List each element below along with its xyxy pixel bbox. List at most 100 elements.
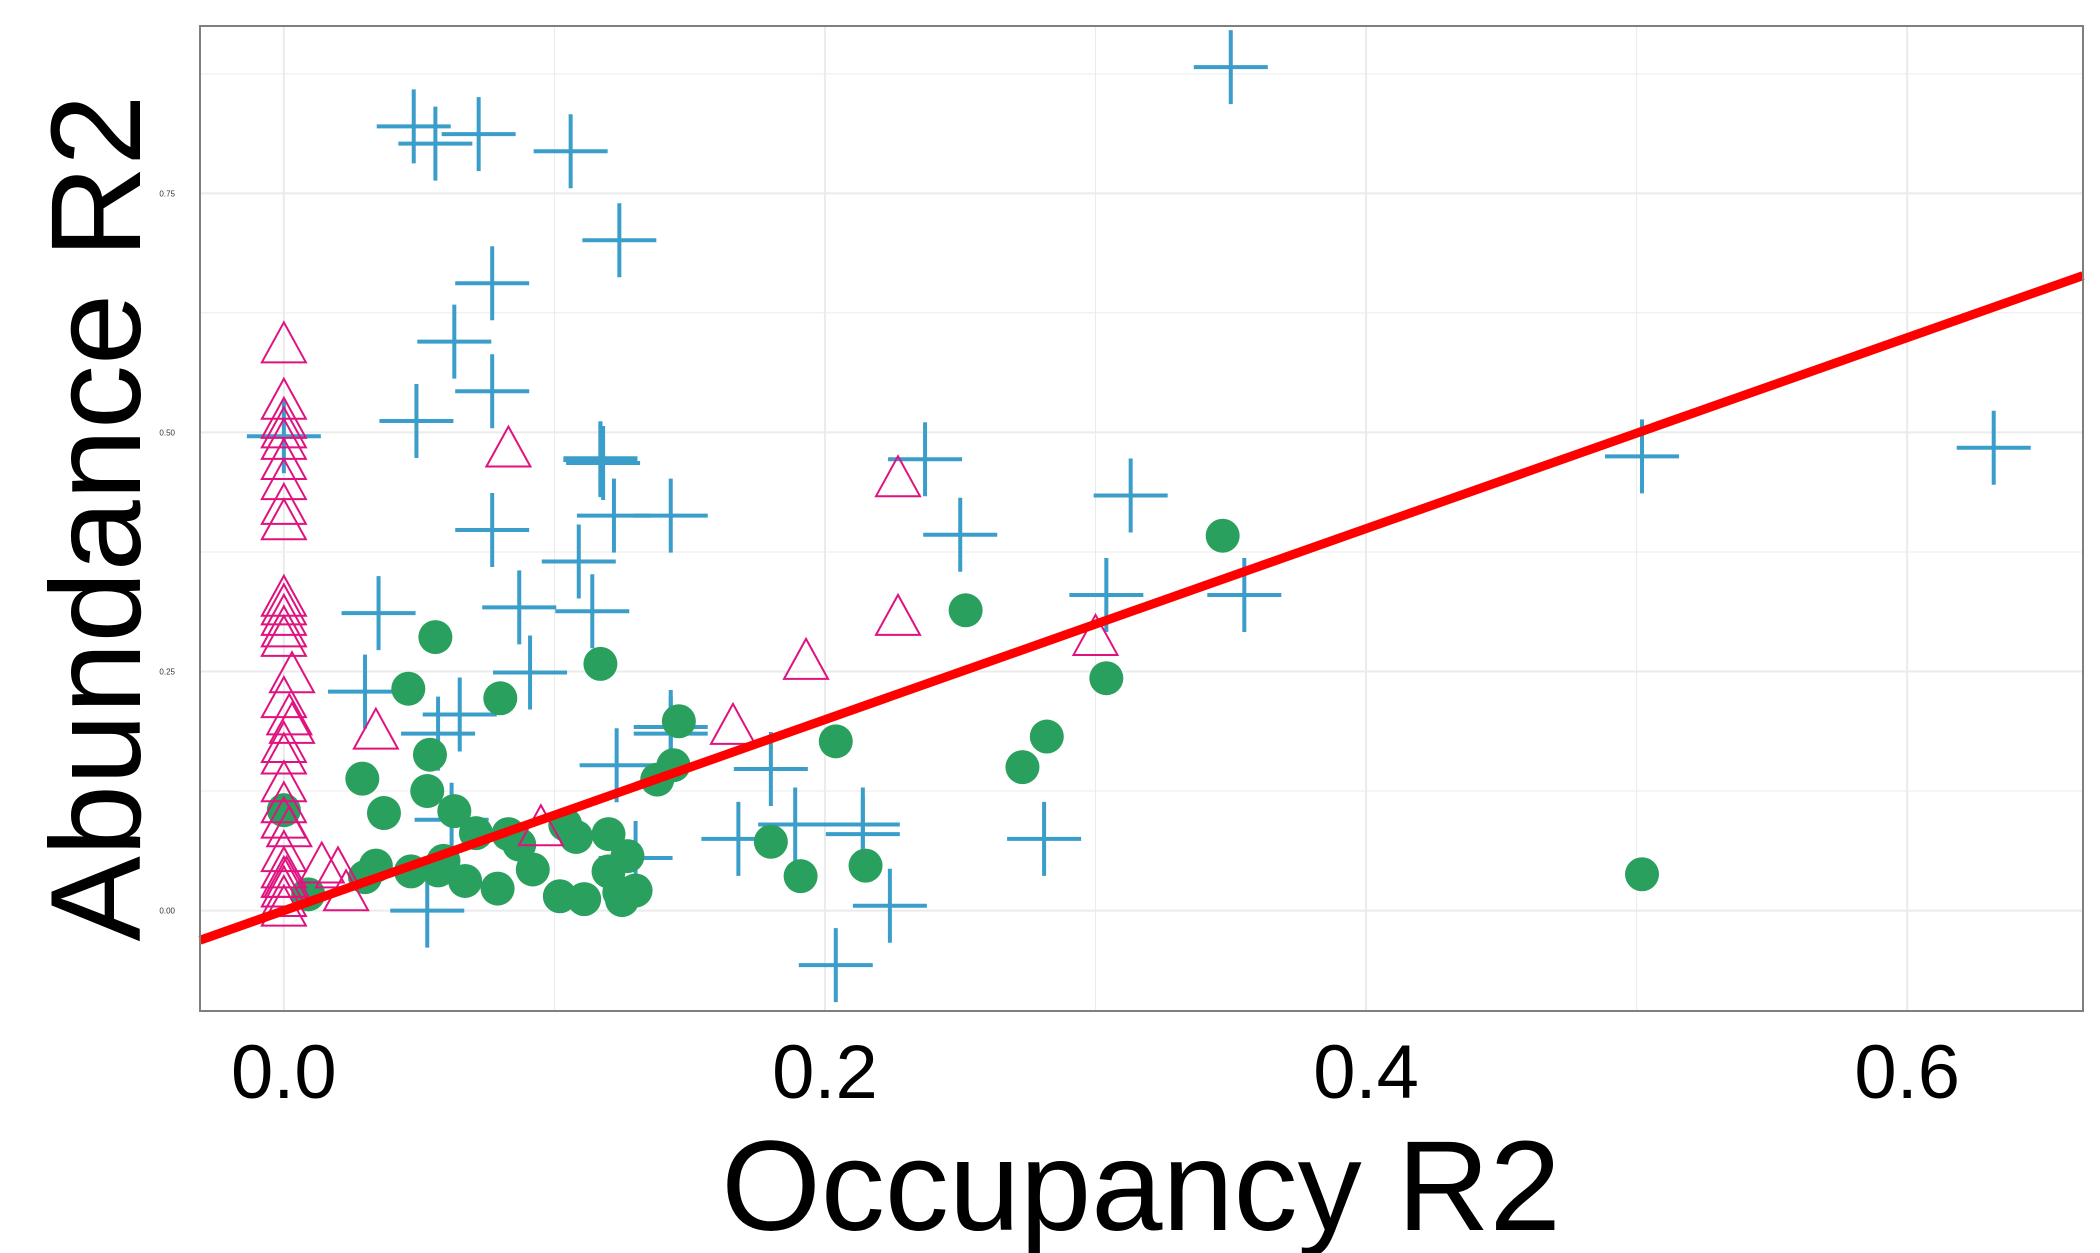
circle-point (661, 704, 696, 739)
circle-point (559, 819, 594, 854)
cross-point (733, 732, 808, 807)
y-tick-label: 0.75 (159, 189, 175, 198)
triangle-point (484, 424, 533, 468)
circle-point (1029, 719, 1064, 754)
triangle-point (709, 701, 757, 745)
triangle-point (260, 436, 308, 480)
triangle-point (260, 829, 308, 873)
circle-point (848, 848, 883, 883)
cross-point (328, 654, 403, 729)
triangle-point (260, 780, 308, 824)
x-tick-label: 0.2 (772, 1030, 878, 1115)
circle-point (583, 646, 618, 681)
triangle-point (298, 840, 346, 884)
triangle-point (874, 592, 922, 636)
circle-point (410, 774, 445, 809)
circle-point (948, 593, 983, 628)
y-tick-label: 0.25 (159, 668, 175, 677)
x-tick-label: 0.4 (1313, 1030, 1419, 1115)
cross-point (376, 89, 451, 164)
triangle-point (352, 706, 400, 750)
y-tick-label: 0.50 (159, 428, 175, 437)
cross-point (758, 787, 833, 862)
circle-point (483, 681, 518, 716)
circle-point (391, 671, 426, 706)
cross-point (555, 574, 630, 649)
cross-point (1193, 30, 1268, 105)
triangle-point (260, 497, 308, 541)
cross-point (441, 97, 516, 172)
x-tick-label: 0.0 (231, 1030, 337, 1115)
cross-point (1007, 801, 1082, 876)
data-points (246, 30, 2031, 1003)
circle-point (515, 852, 550, 887)
circle-point (1005, 750, 1040, 785)
cross-point (422, 677, 497, 752)
circle-point (1089, 661, 1124, 696)
triangle-point (260, 481, 308, 525)
y-tick-labels: 0.00 0.25 0.50 0.75 (159, 189, 175, 915)
circle-point (605, 883, 640, 918)
triangle-point (262, 854, 311, 898)
cross-point (455, 246, 530, 321)
triangle-point (260, 592, 308, 636)
cross-point (1093, 458, 1168, 533)
triangle-point (1071, 612, 1120, 656)
cross-point (563, 423, 638, 498)
circle-point (1625, 857, 1660, 892)
triangle-point (260, 320, 308, 364)
circle-point (366, 796, 401, 831)
triangle-point (265, 692, 313, 736)
triangle-point (260, 405, 308, 449)
circle-point (437, 794, 472, 829)
cross-point (852, 868, 927, 943)
y-tick-label: 0.00 (159, 907, 175, 916)
cross-point (398, 106, 473, 181)
cross-point (455, 354, 530, 429)
cross-point (566, 426, 641, 501)
cross-point (417, 304, 492, 379)
triangle-point (260, 759, 308, 803)
cross-point (923, 497, 998, 572)
cross-point (379, 383, 454, 458)
x-tick-label: 0.6 (1854, 1030, 1960, 1115)
y-axis-title: Abundance R2 (25, 95, 168, 942)
cross-point (341, 576, 416, 651)
plot-frame (199, 25, 2084, 1012)
triangle-point (260, 731, 308, 775)
triangle-point (265, 804, 313, 848)
trend-line (198, 271, 2085, 945)
cross-point (493, 635, 568, 710)
x-axis-title: Occupancy R2 (721, 1115, 1561, 1253)
triangle-point (260, 582, 308, 626)
cross-point (541, 524, 616, 599)
cross-point (633, 478, 708, 553)
triangle-point (260, 613, 308, 657)
cross-point (798, 928, 873, 1003)
cross-point (533, 114, 608, 189)
circle-point (480, 871, 515, 906)
circle-point (818, 724, 853, 759)
x-tick-labels: 0.0 0.2 0.4 0.6 (231, 1030, 1960, 1115)
cross-point (482, 570, 557, 645)
circle-point (412, 737, 447, 772)
circle-point (783, 859, 818, 894)
triangle-point (874, 454, 922, 498)
circle-point (567, 882, 602, 917)
circle-point (753, 824, 788, 859)
cross-point (1956, 410, 2031, 485)
triangle-point (782, 636, 830, 680)
circle-point (448, 863, 483, 898)
cross-point (390, 873, 465, 948)
triangle-point (268, 700, 316, 744)
circle-point (418, 620, 453, 655)
triangle-point (260, 604, 308, 648)
cross-point (455, 492, 530, 567)
circle-point (591, 817, 626, 852)
circle-point (1205, 518, 1240, 553)
cross-point (582, 203, 657, 278)
circle-point (345, 761, 380, 796)
grid (200, 26, 2083, 1011)
